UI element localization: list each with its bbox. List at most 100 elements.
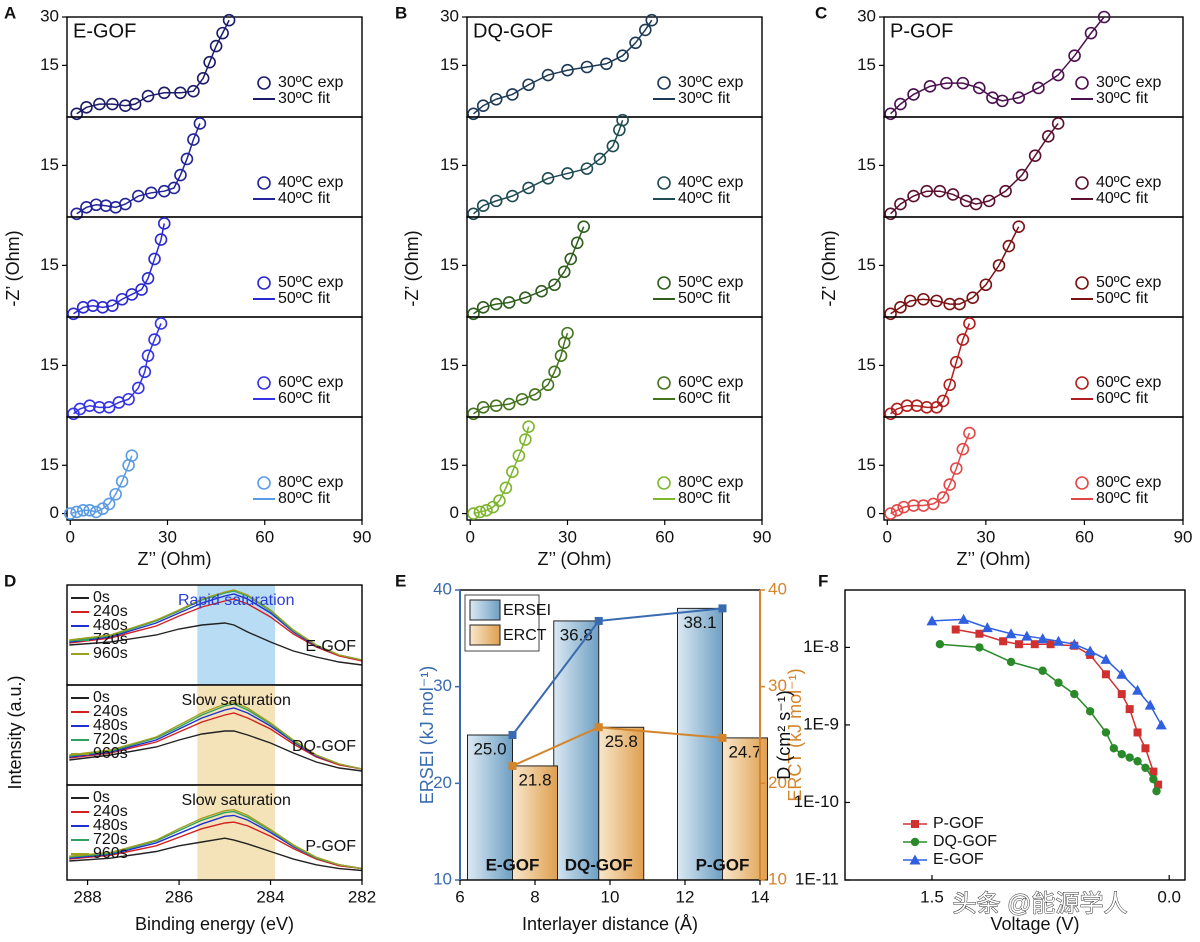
- legend-label: 60ºC exp: [678, 374, 744, 391]
- value-label: 38.1: [683, 613, 716, 632]
- legend-label: 240s: [93, 603, 128, 620]
- spectrum-line: [69, 589, 363, 661]
- y-axis-label: -Z’ (Ohm): [402, 230, 422, 306]
- legend-label: 40ºC exp: [278, 174, 344, 191]
- spectrum-line: [69, 598, 363, 662]
- data-point: [963, 426, 976, 440]
- fit-line: [890, 226, 1020, 315]
- data-point: [638, 23, 652, 37]
- y-tick-label: 1E-11: [795, 869, 839, 888]
- data-point: [1154, 780, 1163, 789]
- highlight-band: [197, 585, 276, 685]
- data-point: [141, 349, 155, 363]
- data-point: [570, 236, 584, 250]
- data-point: [1005, 628, 1017, 639]
- data-point: [577, 220, 591, 233]
- y-tick-label: 0: [867, 503, 876, 522]
- data-point: [67, 307, 80, 321]
- data-point: [122, 392, 135, 406]
- data-point: [128, 97, 142, 111]
- x-tick-label: 90: [753, 527, 772, 546]
- bar: [553, 620, 600, 881]
- legend-label: 50ºC fit: [1096, 290, 1149, 307]
- plot-frame: [66, 784, 363, 881]
- y-tick-label: 15: [40, 155, 59, 174]
- legend-marker: [657, 376, 671, 390]
- legend-marker: [1075, 376, 1089, 390]
- data-point: [489, 194, 503, 208]
- data-point: [1117, 690, 1126, 699]
- data-point: [936, 394, 950, 408]
- panel-letter: A: [4, 3, 16, 22]
- bar: [512, 765, 558, 881]
- x-tick-label: 284: [256, 887, 284, 906]
- legend-label: 960s: [93, 845, 128, 862]
- data-point: [1006, 657, 1016, 667]
- data-point: [519, 433, 532, 446]
- data-point: [1041, 130, 1055, 143]
- data-point: [975, 629, 984, 638]
- data-point: [157, 217, 171, 230]
- y-tick-label: 30: [40, 6, 59, 25]
- spectrum-line: [69, 810, 363, 870]
- data-point: [167, 181, 181, 195]
- data-point: [473, 505, 487, 519]
- data-point: [884, 107, 897, 121]
- y-tick-label: 40: [433, 579, 452, 598]
- data-point: [541, 68, 555, 82]
- y2-tick-label: 40: [768, 579, 787, 598]
- bar: [677, 607, 723, 881]
- y2-tick-label: 20: [768, 773, 787, 792]
- data-point: [949, 355, 963, 369]
- y-tick-label: 15: [40, 255, 59, 274]
- line-marker: [718, 733, 727, 742]
- data-point: [890, 504, 904, 517]
- panel-title: E-GOF: [73, 20, 136, 42]
- data-point: [1144, 699, 1156, 710]
- x-axis-label: Voltage (V): [990, 914, 1079, 934]
- legend-marker: [257, 476, 271, 490]
- spectrum-line: [69, 821, 363, 870]
- data-point: [1051, 68, 1065, 82]
- y-tick-label: 10: [433, 869, 452, 888]
- spectrum-line: [69, 712, 363, 770]
- legend-label: 40ºC fit: [278, 190, 331, 207]
- x-tick-label: 8: [530, 887, 539, 906]
- y-tick-label: 15: [857, 355, 876, 374]
- data-point: [1117, 749, 1126, 759]
- data-point: [561, 167, 574, 180]
- data-point: [548, 365, 561, 379]
- data-point: [1149, 774, 1158, 784]
- legend-marker: [1075, 176, 1089, 190]
- data-point: [926, 615, 938, 626]
- legend-label: 0s: [93, 789, 110, 806]
- data-point: [109, 487, 122, 501]
- y-tick-label: 30: [433, 676, 452, 695]
- data-point: [154, 317, 168, 330]
- data-point: [600, 57, 613, 71]
- data-point: [1116, 668, 1128, 679]
- spectrum-line: [69, 730, 363, 772]
- legend-label: 480s: [93, 817, 128, 834]
- data-point: [141, 271, 155, 285]
- legend-label: 80ºC fit: [678, 490, 731, 507]
- data-point: [949, 462, 963, 475]
- panel-title: P-GOF: [890, 20, 953, 42]
- legend-label: 720s: [93, 731, 128, 748]
- data-point: [138, 365, 152, 379]
- data-point: [89, 505, 103, 519]
- y2-tick-label: 10: [768, 869, 787, 888]
- data-point: [951, 625, 960, 634]
- data-point: [467, 207, 480, 221]
- data-point: [1051, 117, 1065, 130]
- y-tick-label: 15: [440, 55, 459, 74]
- data-point: [995, 94, 1009, 108]
- y-tick-label: 15: [440, 155, 459, 174]
- line-marker: [594, 616, 603, 625]
- data-point: [1030, 640, 1039, 649]
- y-tick-label: 15: [857, 455, 876, 474]
- sample-label: DQ-GOF: [292, 738, 356, 755]
- data-point: [1097, 10, 1111, 24]
- data-point: [1068, 638, 1080, 649]
